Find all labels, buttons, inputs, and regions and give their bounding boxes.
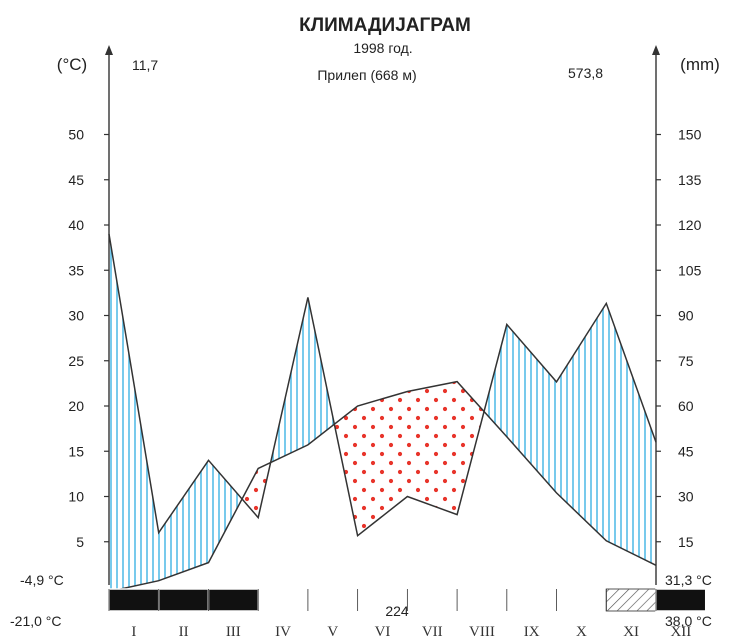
left-axis-unit: (°C) bbox=[57, 55, 87, 74]
max-monthly-temp-label: 31,3 °C bbox=[665, 572, 712, 588]
series-lines bbox=[108, 233, 657, 593]
left-tick-label-20: 20 bbox=[68, 398, 84, 414]
humid-area-4 bbox=[484, 303, 656, 566]
right-tick-label-75: 75 bbox=[678, 353, 694, 369]
month-label-VIII: VIII bbox=[469, 624, 495, 640]
month-label-VI: VI bbox=[375, 624, 391, 640]
right-tick-label-45: 45 bbox=[678, 443, 694, 459]
right-tick-label-105: 105 bbox=[678, 262, 702, 278]
month-label-XII: XII bbox=[670, 624, 691, 640]
chart-title: КЛИМАДИЈАГРАМ bbox=[299, 15, 471, 36]
right-tick-label-135: 135 bbox=[678, 172, 702, 188]
right-axis-ticks: 15 30 45 60 75 90 105 120 135 150 bbox=[656, 127, 702, 550]
month-label-VII: VII bbox=[422, 624, 443, 640]
left-tick-label-25: 25 bbox=[68, 353, 84, 369]
annual-precipitation: 573,8 bbox=[568, 65, 603, 81]
month-label-III: III bbox=[226, 624, 241, 640]
left-tick-label-45: 45 bbox=[68, 172, 84, 188]
arid-area-3 bbox=[334, 381, 485, 536]
left-tick-label-15: 15 bbox=[68, 443, 84, 459]
month-label-I: I bbox=[131, 624, 136, 640]
plot-area-fills bbox=[109, 234, 656, 592]
left-tick-label-40: 40 bbox=[68, 217, 84, 233]
month-labels: I II III IV V VI VII VIII IX X XI XII bbox=[131, 624, 691, 640]
frost-cell-I bbox=[108, 588, 160, 612]
right-tick-label-90: 90 bbox=[678, 308, 694, 324]
left-tick-label-5: 5 bbox=[76, 534, 84, 550]
month-label-IX: IX bbox=[524, 624, 540, 640]
frost-bar bbox=[108, 588, 707, 612]
humid-area-2 bbox=[270, 297, 335, 463]
left-tick-label-30: 30 bbox=[68, 308, 84, 324]
right-axis-unit: (mm) bbox=[680, 55, 720, 74]
frost-cell-II bbox=[157, 588, 210, 612]
left-tick-label-10: 10 bbox=[68, 489, 84, 505]
min-monthly-temp-label: -4,9 °C bbox=[20, 572, 64, 588]
absolute-min-temp-label: -21,0 °C bbox=[10, 613, 62, 629]
absolute-max-temp-label: 38,0 °C bbox=[665, 613, 712, 629]
left-axis-ticks: 5 10 15 20 25 30 35 40 45 50 bbox=[68, 127, 109, 550]
arid-area-1 bbox=[242, 462, 271, 518]
right-tick-label-150: 150 bbox=[678, 127, 702, 143]
left-axis-arrow bbox=[105, 45, 113, 55]
humid-area-0 bbox=[109, 234, 242, 592]
frost-cell-XI bbox=[605, 588, 657, 612]
month-label-IV: IV bbox=[275, 624, 291, 640]
right-tick-label-120: 120 bbox=[678, 217, 702, 233]
right-tick-label-15: 15 bbox=[678, 534, 694, 550]
chart-subtitle-year: 1998 год. bbox=[353, 40, 412, 56]
chart-subtitle-station: Прилеп (668 м) bbox=[317, 67, 416, 83]
frost-free-days-label: 224 bbox=[385, 603, 409, 619]
month-label-V: V bbox=[327, 624, 338, 640]
frost-cell-III bbox=[207, 588, 259, 612]
right-tick-label-60: 60 bbox=[678, 398, 694, 414]
right-tick-label-30: 30 bbox=[678, 489, 694, 505]
frost-cell-XII bbox=[655, 588, 707, 612]
month-label-XI: XI bbox=[623, 624, 639, 640]
left-tick-label-35: 35 bbox=[68, 262, 84, 278]
left-tick-label-50: 50 bbox=[68, 127, 84, 143]
month-label-X: X bbox=[576, 624, 587, 640]
annual-mean-temperature: 11,7 bbox=[132, 57, 158, 73]
precipitation-line bbox=[108, 233, 657, 538]
right-axis-arrow bbox=[652, 45, 660, 55]
temperature-line bbox=[108, 380, 657, 593]
month-label-II: II bbox=[179, 624, 189, 640]
